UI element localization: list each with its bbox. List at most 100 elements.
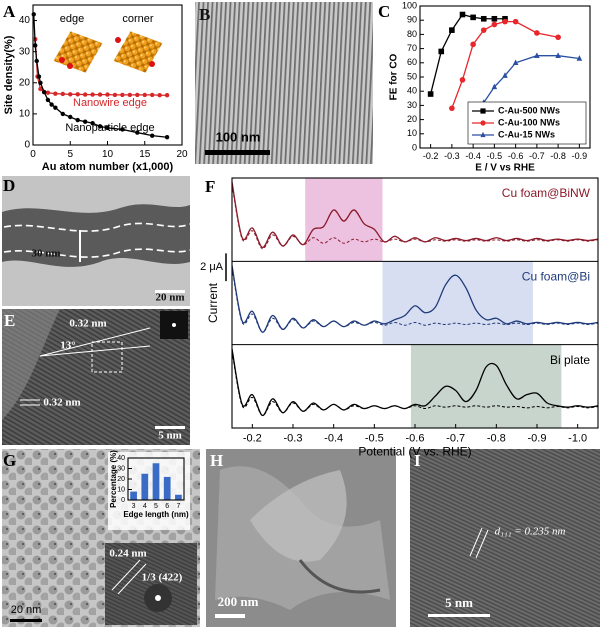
x-tick-label: 7 (176, 503, 180, 510)
y-tick-label: 10 (117, 486, 125, 493)
lattice-marker (117, 563, 147, 595)
legend-label: C-Au-15 NWs (498, 129, 555, 139)
width-label: 30 nm (31, 248, 60, 260)
x-tick-label: 6 (165, 503, 169, 510)
marker (491, 15, 498, 22)
corner-site (115, 37, 121, 43)
lattice-marker (111, 559, 141, 591)
nanowire-illustrations (53, 31, 163, 73)
fft-spot (155, 595, 161, 601)
bar (152, 463, 160, 500)
x-tick-label: 20 (176, 149, 188, 160)
sem-image (195, 2, 373, 164)
marker (534, 52, 540, 58)
y-tick-label: 0 (24, 140, 30, 151)
lattice-marker (475, 529, 489, 559)
marker (459, 77, 466, 83)
legend-label: C-Au-100 NWs (498, 117, 560, 127)
x-tick-label: 5 (154, 503, 158, 510)
lattice-fringes (410, 449, 600, 627)
scale-label: 20 nm (155, 292, 184, 304)
x-tick-label: -0.2 (243, 432, 262, 444)
marker (127, 92, 133, 98)
marker (157, 93, 162, 98)
x-tick-label: -0.7 (529, 151, 545, 161)
marker (449, 105, 455, 112)
current-trace (231, 348, 599, 417)
x-axis-label: Au atom number (x1,000) (42, 161, 174, 173)
y-tick-label: 10 (19, 109, 31, 120)
x-tick-label: -0.2 (423, 151, 439, 161)
panel-letter: H (210, 451, 223, 470)
x-tick-label: 10 (102, 149, 114, 160)
marker (135, 130, 140, 135)
marker (576, 55, 583, 61)
x-axis-label: Edge length (nm) (123, 510, 189, 519)
x-tick-label: 15 (139, 149, 151, 160)
marker (33, 43, 38, 48)
marker (49, 102, 54, 107)
corner-site (149, 61, 155, 67)
marker (491, 21, 498, 28)
x-tick-label: -0.8 (487, 432, 506, 444)
fft-label: 1/3 (422) (142, 572, 183, 584)
x-tick-label: 0 (30, 149, 36, 160)
marker (480, 15, 487, 22)
scale-label: 20 nm (11, 604, 42, 616)
marker (502, 15, 508, 22)
y-tick-label: 70 (407, 43, 417, 53)
marker (31, 12, 36, 17)
nanowire (2, 204, 190, 267)
marker (427, 91, 434, 97)
marker (45, 97, 51, 103)
y-tick-label: 20 (19, 77, 31, 88)
marker (470, 14, 476, 21)
scale-bar (155, 426, 185, 429)
marker (555, 52, 561, 58)
highlight-band (382, 261, 533, 345)
marker (90, 92, 95, 97)
current-trace (231, 184, 599, 250)
inset-background (108, 452, 190, 530)
lattice-marker (469, 527, 483, 557)
fft-spot (172, 323, 176, 327)
scale-bar (215, 614, 245, 618)
marker (105, 92, 110, 97)
panel-series-label: Cu foam@Bi (522, 270, 590, 284)
x-tick-label: 3 (132, 503, 136, 510)
x-tick-label: -0.9 (528, 432, 547, 444)
y-tick-label: 40 (407, 86, 417, 96)
marker (491, 83, 498, 90)
marker (60, 91, 65, 97)
lattice-fringes (105, 543, 197, 625)
legend-marker (480, 120, 486, 126)
y-tick-label: 0 (412, 142, 417, 152)
spacing-label: 0.32 nm (69, 318, 106, 330)
bar (130, 491, 137, 500)
marker (45, 90, 51, 95)
panel-letter: A (3, 2, 16, 21)
lattice-label: d₁₁₁ = 0.235 nm (495, 526, 566, 538)
marker (38, 80, 43, 85)
marker (164, 135, 170, 140)
x-tick-label: -0.3 (284, 432, 303, 444)
marker (459, 11, 466, 18)
scale-bar-label: 2 μA (200, 261, 224, 273)
edge-wire (53, 31, 103, 73)
y-tick-label: 30 (117, 465, 125, 472)
edge-line (3, 222, 191, 232)
scale-label: 100 nm (216, 129, 261, 144)
y-axis-label: Current (206, 282, 220, 323)
x-tick-label: -0.6 (508, 151, 524, 161)
x-tick-label: -1.0 (568, 432, 587, 444)
scale-bar (428, 614, 490, 617)
highlight-band (305, 178, 383, 262)
marker (38, 86, 43, 92)
marker (97, 124, 103, 129)
y-tick-label: 20 (407, 114, 417, 124)
current-trace (231, 268, 599, 333)
legend-marker (480, 131, 486, 138)
bar (163, 476, 171, 500)
panel-letter: E (4, 311, 15, 330)
panel-letter: D (3, 176, 15, 195)
